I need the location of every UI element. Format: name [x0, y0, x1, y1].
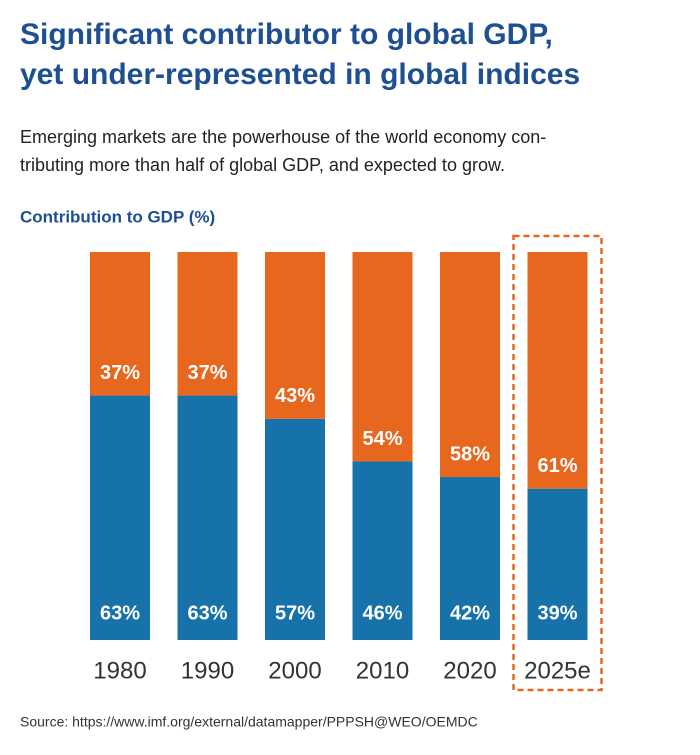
bar-segment	[352, 252, 413, 462]
value-label: 58%	[450, 443, 490, 465]
bar-segment	[90, 395, 150, 640]
value-label: 54%	[362, 428, 402, 450]
bar-segment	[527, 252, 588, 489]
bar-segment	[265, 252, 325, 419]
value-label: 61%	[537, 455, 577, 477]
value-label: 39%	[537, 602, 577, 624]
bar-segment	[177, 252, 238, 396]
x-tick-label: 1980	[93, 657, 146, 684]
subtitle: tributing more than half of global GDP, …	[20, 155, 505, 175]
value-label: 63%	[100, 602, 140, 624]
bar-segment	[265, 418, 325, 640]
highlight-box	[512, 234, 603, 692]
value-label: 43%	[275, 385, 315, 407]
source: Source: https://www.imf.org/external/dat…	[20, 714, 478, 730]
bar-segment	[527, 488, 588, 640]
subtitle: Emerging markets are the powerhouse of t…	[20, 127, 546, 147]
value-label: 63%	[187, 602, 227, 624]
x-tick-label: 2000	[268, 657, 321, 684]
value-label: 46%	[362, 602, 402, 624]
axis-label: Contribution to GDP (%)	[20, 207, 215, 226]
value-label: 57%	[275, 602, 315, 624]
bar-segment	[440, 477, 500, 640]
bar-segment	[90, 252, 150, 396]
bar-segment	[440, 252, 500, 478]
value-label: 37%	[100, 362, 140, 384]
bar-segment	[177, 395, 238, 640]
bar-segment	[352, 461, 413, 640]
x-tick-label: 2010	[356, 657, 409, 684]
value-label: 42%	[450, 602, 490, 624]
chart-title: Significant contributor to global GDP,	[20, 18, 553, 51]
value-label: 37%	[187, 362, 227, 384]
x-tick-label: 2020	[443, 657, 496, 684]
chart-title: yet under-represented in global indices	[20, 58, 580, 91]
x-tick-label: 2025e	[524, 657, 591, 684]
x-tick-label: 1990	[181, 657, 234, 684]
